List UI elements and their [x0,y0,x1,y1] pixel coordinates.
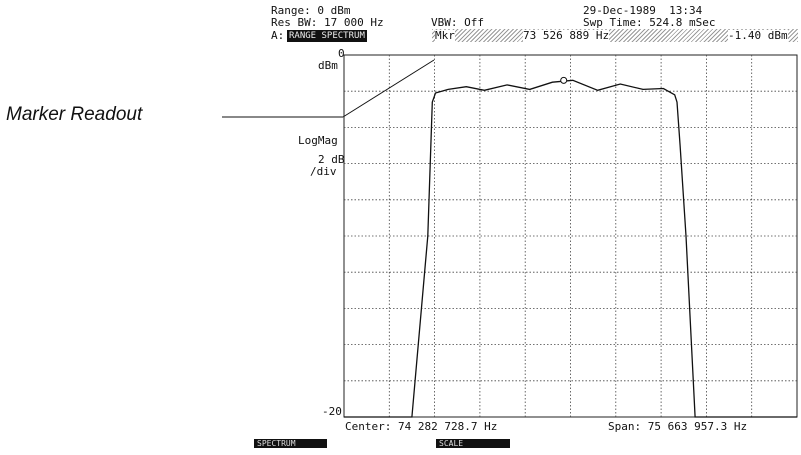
trace-prefix: A: [271,29,285,42]
y-top-value: 0 [338,47,345,60]
softkey-spectrum[interactable]: SPECTRUM [254,439,327,448]
marker-label: Mkr [435,29,455,42]
spectrum-trace [344,79,797,418]
span-frequency: Span: 75 663 957.3 Hz [608,420,748,433]
trace-name-badge: RANGE SPECTRUM [287,30,367,42]
vbw-readout: VBW: Off [431,16,484,29]
marker-frequency: 73 526 889 Hz [523,29,610,42]
scale-type-label: LogMag [298,134,338,147]
y-bottom-value: -20 [322,405,342,418]
scale-per-div-label: 2 dB [318,153,345,166]
range-readout: Range: 0 dBm [271,4,351,17]
res-bw-readout: Res BW: 17 000 Hz [271,16,384,29]
marker-point [560,76,568,84]
date-time-readout: 29-Dec-1989 13:34 [583,4,703,17]
callout-pointer-line [342,59,435,118]
marker-level: -1.40 dBm [728,29,788,42]
per-div-label: /div [310,165,337,178]
softkey-scale[interactable]: SCALE [436,439,510,448]
y-top-unit: dBm [318,59,338,72]
sweep-time-readout: Swp Time: 524.8 mSec [583,16,716,29]
center-frequency: Center: 74 282 728.7 Hz [345,420,498,433]
plot-grid [343,54,798,418]
marker-readout-callout: Marker Readout [6,104,143,125]
